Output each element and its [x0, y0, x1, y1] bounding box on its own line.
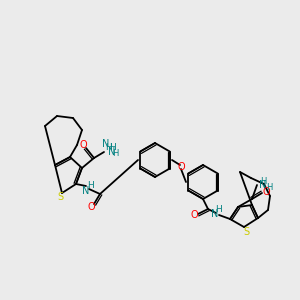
Text: O: O — [87, 202, 95, 212]
Text: S: S — [57, 192, 63, 202]
Text: H: H — [260, 176, 266, 185]
Text: H: H — [266, 184, 272, 193]
Text: O: O — [79, 140, 87, 150]
Text: H: H — [214, 205, 221, 214]
Text: N: N — [82, 186, 90, 196]
Text: H: H — [87, 182, 93, 190]
Text: N: N — [108, 147, 116, 157]
Text: O: O — [190, 210, 198, 220]
Text: O: O — [262, 187, 270, 197]
Text: N: N — [211, 209, 219, 219]
Text: H: H — [105, 143, 112, 152]
Text: N: N — [259, 180, 266, 190]
Text: S: S — [243, 227, 249, 237]
Text: O: O — [177, 162, 185, 172]
Text: H: H — [109, 143, 116, 152]
Text: H: H — [112, 149, 118, 158]
Text: N: N — [102, 139, 110, 149]
